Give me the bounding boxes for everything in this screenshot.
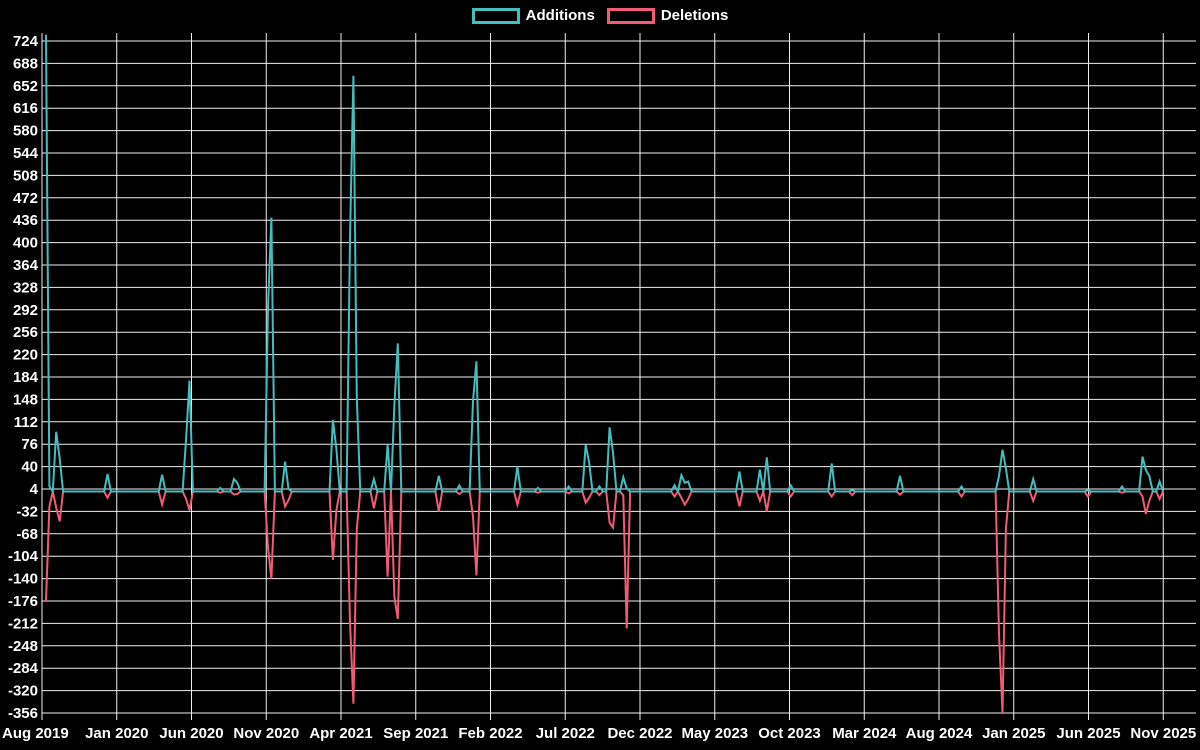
x-axis-tick-label: Sep 2021	[383, 725, 448, 742]
x-axis-tick-label: Jan 2025	[982, 725, 1045, 742]
y-axis-tick-label: 724	[13, 33, 39, 50]
y-axis-tick-label: 652	[13, 78, 38, 95]
deletions-swatch-icon	[606, 8, 655, 24]
y-axis-tick-label: -140	[8, 571, 38, 588]
legend-label-additions: Additions	[525, 7, 595, 24]
y-axis-tick-label: 436	[13, 212, 38, 229]
y-axis-tick-label: -68	[16, 526, 38, 543]
legend-item-deletions[interactable]: Deletions	[606, 7, 729, 24]
y-axis-tick-label: -32	[16, 503, 38, 520]
y-axis-tick-label: -104	[8, 548, 39, 565]
x-axis-tick-label: Jan 2020	[85, 725, 148, 742]
x-axis-tick-label: Nov 2020	[233, 725, 299, 742]
y-axis-tick-label: -212	[8, 615, 38, 632]
y-axis-tick-label: 616	[13, 100, 38, 117]
y-axis-tick-label: -248	[8, 638, 38, 655]
x-axis-tick-label: Jul 2022	[536, 725, 595, 742]
legend-item-additions[interactable]: Additions	[471, 7, 595, 24]
gridlines	[41, 33, 1196, 720]
x-axis-tick-label: Feb 2022	[458, 725, 522, 742]
y-axis-tick-label: 112	[14, 414, 38, 431]
deletions-line	[45, 487, 1164, 714]
y-axis-tick-label: 256	[13, 324, 38, 341]
x-axis-tick-label: Aug 2019	[2, 725, 69, 742]
y-axis-tick-label: 544	[13, 145, 39, 162]
x-axis-tick-label: Apr 2021	[309, 725, 372, 742]
y-axis-tick-label: -320	[8, 683, 38, 700]
y-axis-tick-label: 328	[13, 279, 38, 296]
y-axis-tick-label: 220	[13, 347, 38, 364]
y-axis-tick-label: -356	[8, 705, 38, 722]
y-axis-tick-label: 472	[13, 190, 38, 207]
chart-legend: Additions Deletions	[0, 8, 1200, 24]
x-axis-tick-label: Mar 2024	[832, 725, 897, 742]
y-axis-tick-label: 364	[13, 257, 39, 274]
y-axis-tick-label: 292	[13, 302, 38, 319]
x-axis-tick-label: Oct 2023	[758, 725, 821, 742]
x-axis-tick-label: Nov 2025	[1130, 725, 1196, 742]
y-axis-tick-label: -284	[8, 660, 39, 677]
y-axis-tick-label: 580	[13, 123, 38, 140]
x-axis-tick-label: May 2023	[681, 725, 748, 742]
axis-labels: 724 688 652 616 580 544 508 472 436 400 364 328 292 2…	[2, 33, 1196, 742]
y-axis-tick-label: 400	[13, 235, 38, 252]
y-axis-tick-label: 184	[13, 369, 39, 386]
y-axis-tick-label: -176	[8, 593, 38, 610]
additions-line	[45, 34, 1164, 495]
y-axis-tick-label: 148	[13, 391, 38, 408]
y-axis-tick-label: 508	[13, 167, 38, 184]
additions-swatch-icon	[471, 8, 520, 24]
x-axis-tick-label: Jun 2020	[159, 725, 223, 742]
x-axis-tick-label: Aug 2024	[906, 725, 973, 742]
y-axis-tick-label: 76	[21, 436, 38, 453]
legend-label-deletions: Deletions	[660, 7, 729, 24]
y-axis-tick-label: 688	[13, 55, 38, 72]
x-axis-tick-label: Jun 2025	[1056, 725, 1120, 742]
y-axis-tick-label: 40	[21, 459, 38, 476]
y-axis-tick-label: 4	[30, 481, 39, 498]
x-axis-tick-label: Dec 2022	[607, 725, 672, 742]
